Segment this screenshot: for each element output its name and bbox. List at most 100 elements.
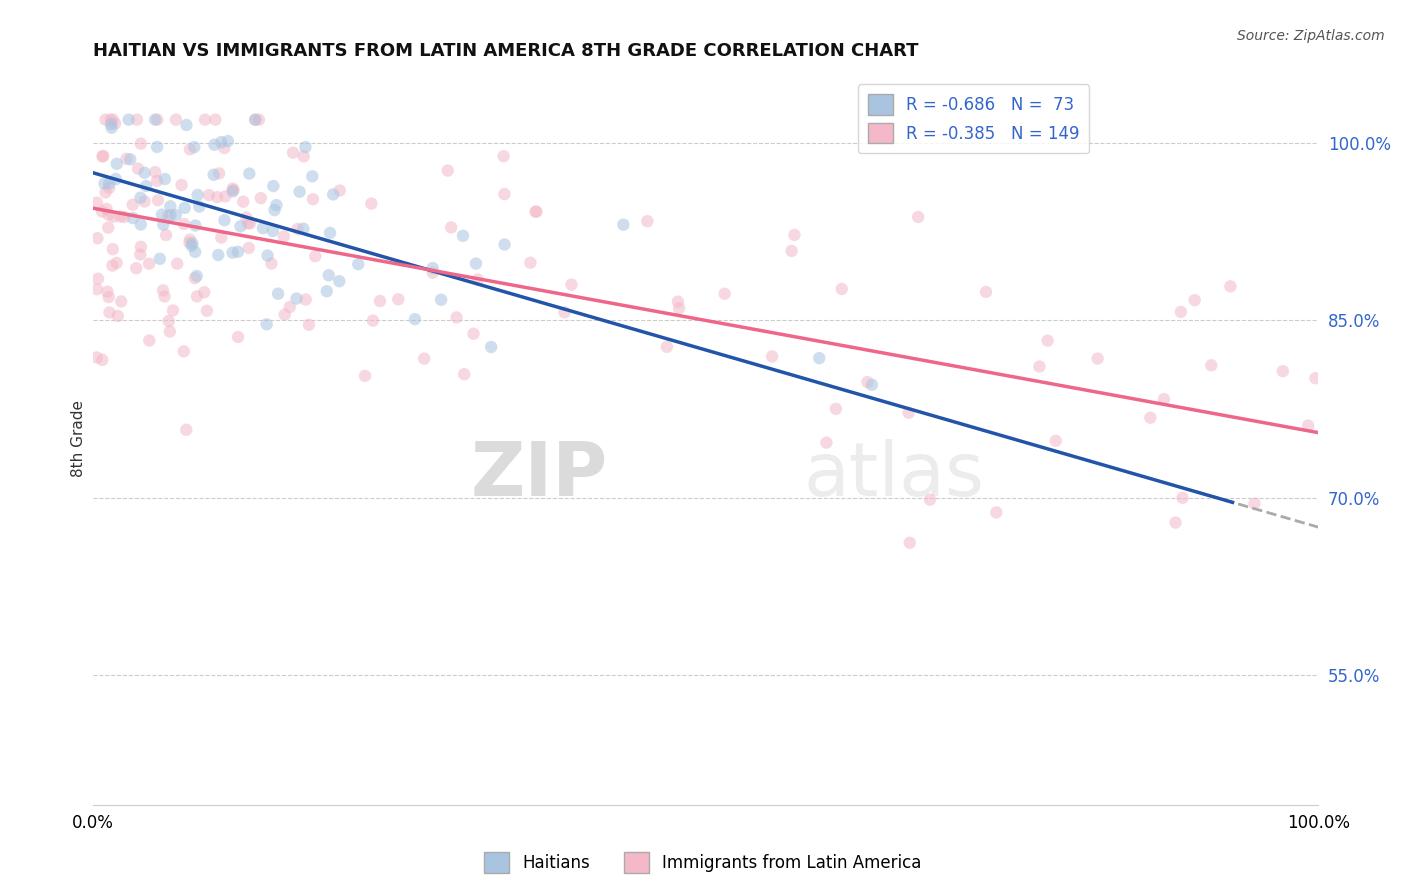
Point bbox=[1087, 351, 1109, 366]
Point bbox=[274, 308, 297, 322]
Point bbox=[322, 187, 344, 202]
Point bbox=[162, 303, 184, 318]
Point bbox=[636, 214, 658, 228]
Point bbox=[214, 213, 236, 227]
Point bbox=[93, 177, 115, 191]
Point bbox=[413, 351, 436, 366]
Point bbox=[150, 208, 173, 222]
Point bbox=[285, 292, 308, 306]
Point bbox=[149, 252, 172, 266]
Point bbox=[560, 277, 582, 292]
Point bbox=[247, 112, 270, 127]
Point bbox=[209, 230, 232, 244]
Point bbox=[387, 292, 409, 306]
Point bbox=[135, 178, 157, 193]
Point bbox=[1028, 359, 1050, 374]
Point bbox=[361, 313, 384, 327]
Point bbox=[250, 191, 273, 205]
Point bbox=[112, 210, 135, 224]
Point bbox=[860, 377, 883, 392]
Point bbox=[209, 135, 232, 149]
Point bbox=[146, 174, 169, 188]
Point bbox=[184, 219, 207, 233]
Text: atlas: atlas bbox=[804, 439, 984, 512]
Point bbox=[125, 112, 148, 127]
Point bbox=[260, 257, 283, 271]
Point bbox=[98, 305, 121, 319]
Point bbox=[204, 137, 226, 152]
Point bbox=[165, 112, 187, 127]
Point bbox=[1243, 497, 1265, 511]
Point bbox=[214, 189, 236, 203]
Point bbox=[86, 231, 108, 245]
Point bbox=[262, 224, 284, 238]
Point bbox=[138, 257, 160, 271]
Point bbox=[287, 222, 309, 236]
Legend: R = -0.686   N =  73, R = -0.385   N = 149: R = -0.686 N = 73, R = -0.385 N = 149 bbox=[858, 85, 1090, 153]
Point bbox=[918, 492, 941, 507]
Point bbox=[173, 344, 195, 359]
Point bbox=[301, 169, 323, 184]
Point bbox=[208, 166, 231, 180]
Point bbox=[252, 221, 274, 235]
Point bbox=[898, 536, 921, 550]
Point bbox=[298, 318, 321, 332]
Point bbox=[267, 286, 290, 301]
Point bbox=[318, 268, 340, 283]
Point bbox=[100, 112, 122, 127]
Point bbox=[856, 375, 879, 389]
Point bbox=[492, 149, 515, 163]
Point bbox=[152, 218, 174, 232]
Point bbox=[143, 112, 166, 127]
Point bbox=[127, 161, 149, 176]
Point bbox=[422, 266, 444, 280]
Point bbox=[183, 140, 205, 154]
Point bbox=[184, 244, 207, 259]
Point bbox=[238, 241, 260, 255]
Point bbox=[1219, 279, 1241, 293]
Point bbox=[146, 140, 169, 154]
Point bbox=[157, 314, 180, 328]
Point bbox=[226, 330, 249, 344]
Point bbox=[235, 211, 257, 225]
Point bbox=[129, 247, 152, 261]
Point bbox=[262, 179, 284, 194]
Point bbox=[96, 202, 118, 216]
Point bbox=[91, 149, 114, 163]
Point bbox=[184, 271, 207, 285]
Point bbox=[173, 201, 195, 215]
Point bbox=[831, 282, 853, 296]
Point bbox=[465, 256, 488, 270]
Point bbox=[202, 168, 225, 182]
Point bbox=[105, 256, 128, 270]
Point bbox=[974, 285, 997, 299]
Point bbox=[143, 165, 166, 179]
Point bbox=[186, 289, 208, 303]
Point bbox=[179, 233, 201, 247]
Point bbox=[245, 112, 267, 127]
Point bbox=[319, 226, 342, 240]
Point bbox=[101, 112, 124, 127]
Point bbox=[104, 116, 127, 130]
Point bbox=[1296, 418, 1319, 433]
Point bbox=[117, 112, 139, 127]
Text: HAITIAN VS IMMIGRANTS FROM LATIN AMERICA 8TH GRADE CORRELATION CHART: HAITIAN VS IMMIGRANTS FROM LATIN AMERICA… bbox=[93, 42, 918, 60]
Point bbox=[165, 208, 187, 222]
Point bbox=[315, 285, 337, 299]
Point bbox=[655, 340, 678, 354]
Point bbox=[153, 289, 176, 303]
Point bbox=[146, 112, 169, 127]
Point bbox=[1153, 392, 1175, 407]
Point bbox=[519, 256, 541, 270]
Point bbox=[91, 352, 114, 367]
Point bbox=[125, 261, 148, 276]
Point bbox=[440, 220, 463, 235]
Point bbox=[129, 136, 152, 151]
Point bbox=[207, 248, 229, 262]
Point bbox=[524, 204, 547, 219]
Point bbox=[107, 309, 129, 323]
Point bbox=[156, 210, 179, 224]
Point bbox=[98, 181, 121, 195]
Point bbox=[180, 238, 202, 252]
Point bbox=[278, 300, 301, 314]
